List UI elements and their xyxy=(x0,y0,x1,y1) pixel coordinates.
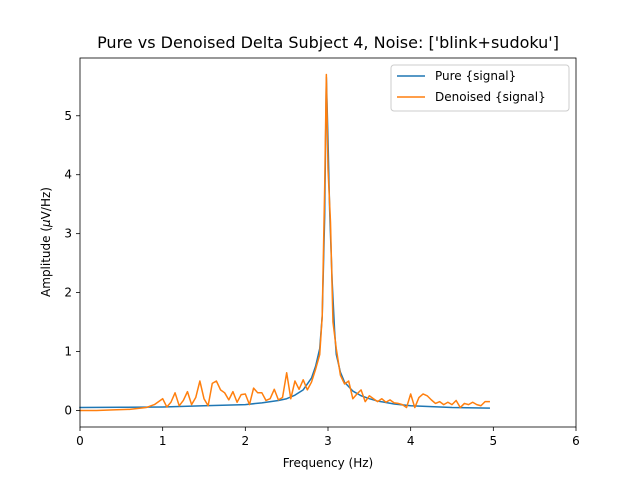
legend-box xyxy=(390,64,570,112)
y-tick-label: 5 xyxy=(64,109,72,123)
y-axis-label: Amplitude (μV/Hz) xyxy=(39,187,53,297)
x-tick-label: 6 xyxy=(572,434,580,448)
legend-label-pure: Pure {signal} xyxy=(435,69,516,83)
y-axis-label-mu: μ xyxy=(39,219,53,228)
legend-label-denoised: Denoised {signal} xyxy=(435,90,546,104)
x-tick-label: 3 xyxy=(324,434,332,448)
x-axis-label: Frequency (Hz) xyxy=(283,456,374,470)
y-tick-label: 4 xyxy=(64,168,72,182)
y-axis-label-prefix: Amplitude ( xyxy=(39,227,53,297)
x-tick-label: 1 xyxy=(159,434,167,448)
y-tick-label: 2 xyxy=(64,286,72,300)
axis-ticks: 0 1 2 3 4 5 6 0 1 2 3 4 5 xyxy=(64,109,579,448)
chart-title: Pure vs Denoised Delta Subject 4, Noise:… xyxy=(97,33,559,52)
x-tick-label: 2 xyxy=(242,434,250,448)
y-tick-label: 0 xyxy=(64,403,72,417)
series-line-denoised xyxy=(79,73,490,412)
x-tick-label: 5 xyxy=(490,434,498,448)
x-tick-label: 4 xyxy=(407,434,415,448)
plot-area xyxy=(79,73,490,412)
legend: Pure {signal} Denoised {signal} xyxy=(390,64,570,112)
y-tick-label: 1 xyxy=(64,345,72,359)
x-tick-label: 0 xyxy=(76,434,84,448)
y-tick-label: 3 xyxy=(64,227,72,241)
axes-frame xyxy=(79,57,577,428)
y-axis-label-suffix: V/Hz) xyxy=(39,187,53,219)
